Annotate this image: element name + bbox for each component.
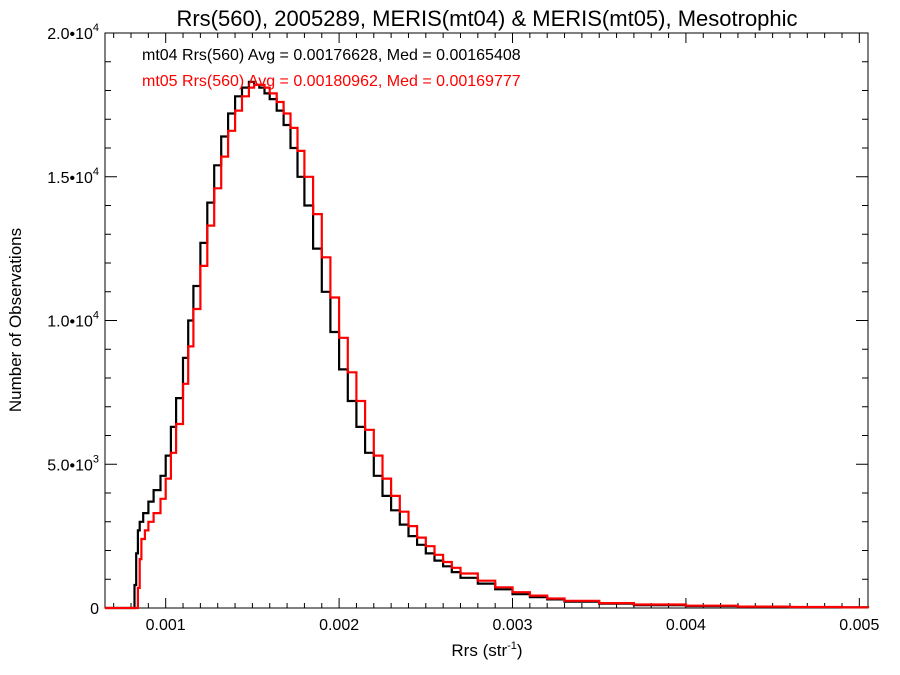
x-tick-label: 0.001 bbox=[146, 617, 186, 634]
x-axis-label-main: Rrs (str bbox=[451, 641, 507, 660]
stats-annotation-mt04: mt04 Rrs(560) Avg = 0.00176628, Med = 0.… bbox=[142, 47, 521, 64]
x-axis-label: Rrs (str-1) bbox=[451, 640, 522, 660]
x-tick-label: 0.005 bbox=[839, 617, 879, 634]
series-group bbox=[105, 80, 870, 610]
annotations: mt04 Rrs(560) Avg = 0.00176628, Med = 0.… bbox=[142, 47, 521, 90]
y-tick-label: 1.0•104 bbox=[47, 310, 99, 331]
x-tick-label: 0.004 bbox=[666, 617, 706, 634]
y-tick-label: 0 bbox=[90, 601, 99, 618]
chart-title: Rrs(560), 2005289, MERIS(mt04) & MERIS(m… bbox=[176, 6, 797, 31]
stats-annotation-mt05: mt05 Rrs(560) Avg = 0.00180962, Med = 0.… bbox=[142, 73, 521, 90]
x-axis-label-sup: -1 bbox=[507, 640, 517, 652]
y-tick-label: 2.0•104 bbox=[47, 22, 99, 43]
y-tick-label: 1.5•104 bbox=[47, 166, 99, 187]
x-tick-label: 0.002 bbox=[319, 617, 359, 634]
y-tick-label: 5.0•103 bbox=[47, 453, 99, 474]
x-tick-label: 0.003 bbox=[492, 617, 532, 634]
y-axis-label: Number of Observations bbox=[6, 228, 25, 412]
histogram-series-mt05 bbox=[105, 83, 870, 610]
y-tick-labels: 0 5.0•103 1.0•104 1.5•104 2.0•104 bbox=[47, 22, 99, 618]
histogram-series-mt04 bbox=[105, 80, 870, 610]
x-tick-labels: 0.001 0.002 0.003 0.004 0.005 bbox=[146, 617, 880, 634]
x-axis-label-tail: ) bbox=[517, 641, 523, 660]
plot-frame bbox=[104, 32, 869, 609]
axis-ticks bbox=[105, 32, 868, 609]
